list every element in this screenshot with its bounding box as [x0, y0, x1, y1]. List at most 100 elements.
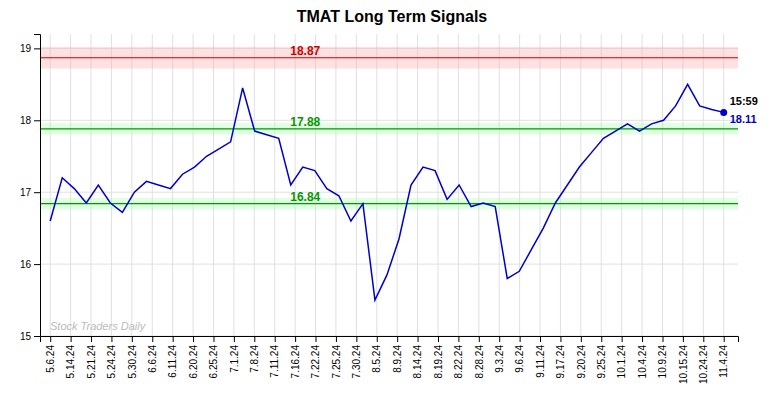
x-tick: 5.14.24	[65, 336, 76, 378]
x-tick-label: 10.1.24	[616, 345, 627, 379]
grid-line	[621, 34, 622, 336]
annotation: 18.11	[730, 113, 757, 125]
x-tick: 9.3.24	[494, 336, 505, 373]
tick-mark	[601, 336, 602, 342]
tick-mark	[34, 120, 40, 121]
grid-line	[40, 120, 738, 121]
tick-mark	[662, 336, 663, 342]
grid-line	[254, 34, 255, 336]
labels: 18.8717.8816.8415:5918.11Stock Traders D…	[50, 44, 758, 332]
tick-mark	[520, 336, 521, 342]
tick-mark	[193, 336, 194, 342]
watermark: Stock Traders Daily	[50, 320, 147, 332]
grid-line	[540, 34, 541, 336]
y-axis: 1516171819	[20, 35, 41, 342]
y-tick-label: 18	[20, 115, 32, 126]
x-tick: 10.15.24	[678, 336, 689, 384]
x-tick-label: 7.16.24	[290, 345, 301, 379]
x-tick-label: 11.4.24	[718, 345, 729, 378]
tick-mark	[458, 336, 459, 342]
x-tick-label: 8.14.24	[412, 345, 423, 379]
tick-mark	[34, 336, 40, 337]
x-tick-label: 10.24.24	[698, 345, 709, 384]
grid-line	[703, 34, 704, 336]
grid-line	[50, 34, 51, 336]
x-tick: 7.30.24	[351, 336, 362, 378]
grid-line	[131, 34, 132, 336]
x-tick: 10.24.24	[698, 336, 709, 384]
tick-mark	[581, 336, 582, 342]
grid-line	[580, 34, 581, 336]
tick-mark	[152, 336, 153, 342]
x-tick: 7.22.24	[310, 336, 321, 378]
tick-mark	[213, 336, 214, 342]
x-tick-label: 7.22.24	[310, 345, 321, 379]
x-tick-label: 5.6.24	[45, 345, 56, 373]
y-tick: 17	[20, 187, 40, 198]
grid-line	[295, 34, 296, 336]
chart: 5.6.24 5.14.24 5.21.24 5.24.24 5.30.24 6.6.24…	[0, 0, 784, 398]
grid-line	[152, 34, 153, 336]
x-tick: 6.25.24	[208, 336, 219, 378]
y-tick-label: 15	[20, 331, 32, 342]
grid-line	[662, 34, 663, 336]
x-tick-label: 10.15.24	[678, 345, 689, 384]
x-tick: 9.6.24	[514, 336, 525, 373]
axis-line	[34, 35, 41, 337]
grid-line	[40, 192, 738, 193]
reference-line	[40, 128, 738, 129]
y-tick: 15	[20, 331, 40, 342]
x-tick: 5.30.24	[127, 336, 138, 378]
x-tick-label: 8.19.24	[433, 345, 444, 379]
tick-mark	[377, 336, 378, 342]
grid-line	[437, 34, 438, 336]
grid-line	[233, 34, 234, 336]
tick-mark	[275, 336, 276, 342]
last-point	[720, 109, 727, 116]
grid-line	[499, 34, 500, 336]
x-axis: 5.6.24 5.14.24 5.21.24 5.24.24 5.30.24 6.6.24…	[41, 336, 739, 384]
grid-line	[478, 34, 479, 336]
tick-mark	[724, 336, 725, 342]
tick-mark	[479, 336, 480, 342]
grid-line	[40, 264, 738, 265]
grid-line	[315, 34, 316, 336]
x-tick: 10.9.24	[657, 336, 668, 378]
tick-mark	[132, 336, 133, 342]
x-tick-label: 7.25.24	[331, 345, 342, 379]
x-tick-label: 5.21.24	[86, 345, 97, 379]
grid-line	[193, 34, 194, 336]
x-tick-label: 9.17.24	[555, 345, 566, 379]
x-tick: 6.20.24	[188, 336, 199, 378]
grid-line	[91, 34, 92, 336]
grid-line	[642, 34, 643, 336]
x-tick: 7.25.24	[331, 336, 342, 378]
reference-line	[40, 203, 738, 204]
tick-mark	[622, 336, 623, 342]
x-tick: 8.9.24	[392, 336, 403, 373]
x-tick-label: 9.6.24	[514, 345, 525, 373]
tick-mark	[499, 336, 500, 342]
x-tick: 10.4.24	[637, 336, 648, 378]
x-tick: 9.17.24	[555, 336, 566, 378]
x-tick-label: 6.11.24	[167, 345, 178, 378]
grid	[40, 34, 738, 336]
x-tick: 5.24.24	[106, 336, 117, 378]
x-tick: 5.21.24	[86, 336, 97, 378]
grid-line	[519, 34, 520, 336]
x-tick: 10.1.24	[616, 336, 627, 378]
tick-mark	[683, 336, 684, 342]
tick-mark	[50, 336, 51, 342]
grid-line	[397, 34, 398, 336]
tick-mark	[34, 48, 40, 49]
reference-label: 17.88	[290, 115, 320, 129]
x-tick-label: 6.20.24	[188, 345, 199, 379]
x-tick-label: 6.6.24	[147, 345, 158, 373]
grid-line	[723, 34, 724, 336]
reference-line	[40, 57, 738, 58]
y-tick-label: 19	[20, 43, 32, 54]
tick-mark	[356, 336, 357, 342]
x-tick: 9.20.24	[576, 336, 587, 378]
x-tick-label: 5.14.24	[65, 345, 76, 379]
tick-mark	[642, 336, 643, 342]
